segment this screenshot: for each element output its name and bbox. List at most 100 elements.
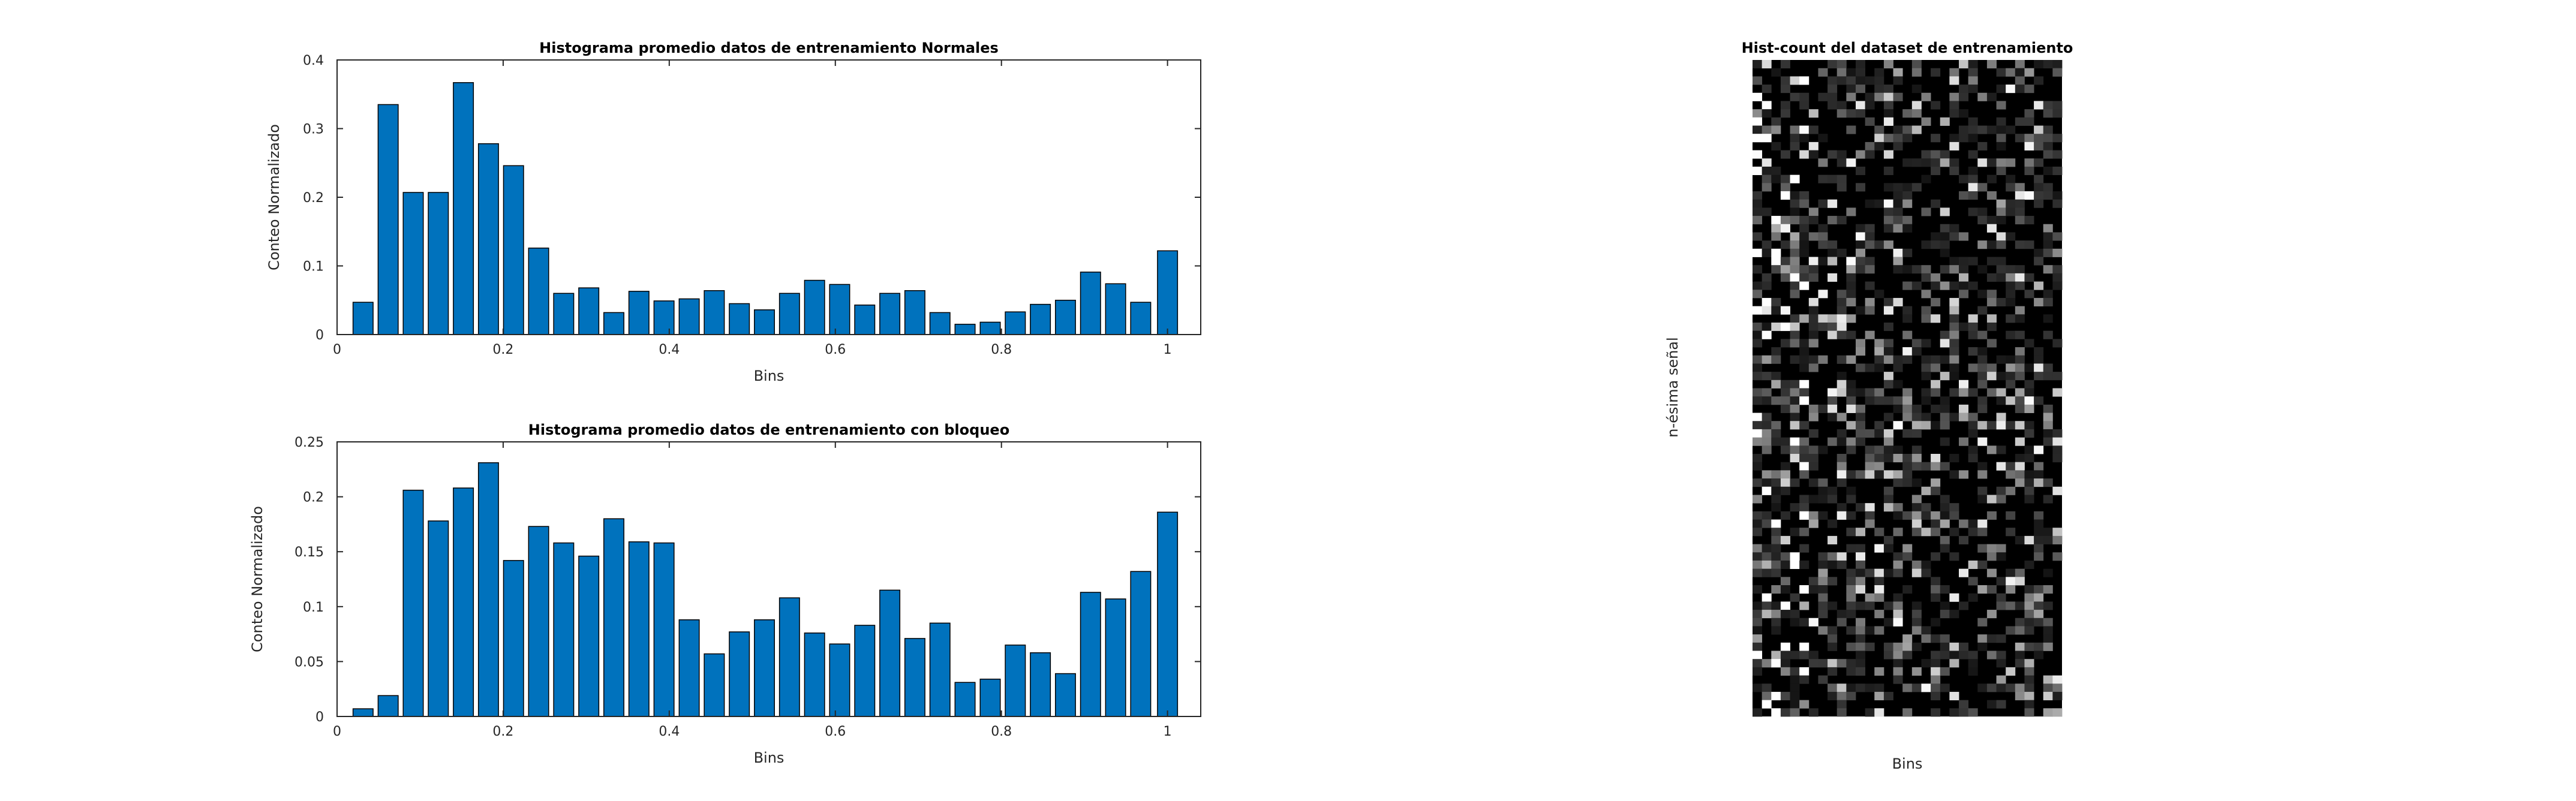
heatmap-cell bbox=[1874, 568, 1884, 577]
heatmap-cell bbox=[1959, 174, 1969, 183]
heatmap-cell bbox=[1921, 626, 1931, 635]
heatmap-cell bbox=[1818, 610, 1828, 619]
heatmap-cell bbox=[2034, 544, 2044, 553]
c1-bar bbox=[954, 324, 976, 335]
heatmap-cell bbox=[2043, 634, 2053, 643]
heatmap-cell bbox=[1959, 412, 1969, 421]
c2-bar bbox=[477, 462, 499, 717]
c2-bar bbox=[1105, 598, 1126, 717]
heatmap-cell bbox=[1856, 60, 1866, 69]
heatmap-cell bbox=[1790, 691, 1800, 701]
c1-bar bbox=[628, 291, 650, 335]
heatmap-cell bbox=[1949, 306, 1959, 315]
heatmap-cell bbox=[1808, 404, 1818, 413]
heatmap-cell bbox=[1780, 667, 1790, 676]
c2-bar bbox=[804, 633, 825, 717]
c1-xtick-label: 0 bbox=[333, 342, 341, 357]
heatmap-cell bbox=[1753, 478, 1763, 487]
heatmap-cell bbox=[1940, 421, 1950, 430]
heatmap-cell bbox=[1856, 265, 1866, 274]
heatmap-cell bbox=[1836, 560, 1847, 570]
heatmap-cell bbox=[1996, 158, 2006, 167]
heatmap-cell bbox=[1836, 412, 1847, 421]
heatmap-cell bbox=[1874, 388, 1884, 397]
heatmap-cell bbox=[1856, 421, 1866, 430]
heatmap-cell bbox=[1836, 552, 1847, 561]
heatmap-cell bbox=[2006, 601, 2016, 610]
heatmap-cell bbox=[1799, 445, 1809, 454]
heatmap-cell bbox=[1753, 495, 1763, 504]
heatmap-cell bbox=[1865, 297, 1875, 307]
heatmap-cell bbox=[1762, 519, 1772, 528]
heatmap-cell bbox=[1827, 101, 1838, 110]
heatmap-cell bbox=[1883, 109, 1893, 118]
heatmap-cell bbox=[1753, 667, 1763, 676]
heatmap-cell bbox=[1921, 265, 1931, 274]
heatmap-cell bbox=[1780, 404, 1790, 413]
heatmap-cell bbox=[1827, 404, 1838, 413]
heatmap-cell bbox=[2043, 297, 2053, 307]
heatmap-cell bbox=[1968, 85, 1978, 94]
heatmap-cell bbox=[1780, 560, 1790, 570]
heatmap-cell bbox=[2006, 462, 2016, 471]
heatmap-cell bbox=[2024, 109, 2034, 118]
heatmap-cell bbox=[1996, 265, 2006, 274]
heatmap-cell bbox=[2052, 68, 2063, 77]
heatmap-cell bbox=[1883, 150, 1893, 159]
heatmap-cell bbox=[1799, 76, 1809, 85]
heatmap-cell bbox=[1902, 125, 1913, 134]
c1-bar bbox=[1157, 250, 1179, 335]
c1-bar bbox=[1005, 311, 1026, 335]
heatmap-cell bbox=[1968, 659, 1978, 668]
heatmap-cell bbox=[2006, 125, 2016, 134]
heatmap-cell bbox=[2024, 158, 2034, 167]
heatmap-cell bbox=[1856, 683, 1866, 692]
heatmap-cell bbox=[2024, 396, 2034, 405]
heatmap-cell bbox=[2034, 141, 2044, 150]
heatmap-cell bbox=[1921, 421, 1931, 430]
heatmap-cell bbox=[2024, 683, 2034, 692]
heatmap-cell bbox=[1977, 486, 1988, 495]
heatmap-cell bbox=[2006, 158, 2016, 167]
heatmap-cell bbox=[1977, 355, 1988, 364]
heatmap-cell bbox=[1771, 232, 1781, 241]
heatmap-cell bbox=[1959, 470, 1969, 479]
heatmap-cell bbox=[1874, 76, 1884, 85]
heatmap-cell bbox=[1949, 610, 1959, 619]
heatmap-cell bbox=[1846, 158, 1856, 167]
c1-bar bbox=[778, 293, 800, 335]
heatmap-cell bbox=[2052, 273, 2063, 282]
heatmap-cell bbox=[1827, 216, 1838, 225]
heatmap-cell bbox=[2006, 470, 2016, 479]
heatmap-cell bbox=[1940, 232, 1950, 241]
heatmap-cell bbox=[1959, 601, 1969, 610]
heatmap-cell bbox=[1780, 708, 1790, 717]
heatmap-cell bbox=[2015, 216, 2025, 225]
heatmap-cell bbox=[2034, 593, 2044, 602]
heatmap-cell bbox=[1940, 437, 1950, 446]
heatmap-cell bbox=[1799, 585, 1809, 594]
heatmap-cell bbox=[2043, 691, 2053, 701]
heatmap-cell bbox=[1986, 297, 1997, 307]
heatmap-cell bbox=[1931, 659, 1941, 668]
heatmap-cell bbox=[2024, 535, 2034, 544]
heatmap-cell bbox=[1959, 535, 1969, 544]
heatmap-cell bbox=[1856, 363, 1866, 372]
heatmap-cell bbox=[1846, 437, 1856, 446]
heatmap-cell bbox=[2043, 683, 2053, 692]
c1-xtick-label: 1 bbox=[1164, 342, 1172, 357]
heatmap-cell bbox=[1827, 519, 1838, 528]
heatmap-cell bbox=[1911, 125, 1922, 134]
heatmap-cell bbox=[1921, 174, 1931, 183]
heatmap-cell bbox=[1780, 240, 1790, 249]
heatmap-cell bbox=[1865, 683, 1875, 692]
heatmap-cell bbox=[1856, 503, 1866, 512]
heatmap-cell bbox=[2043, 708, 2053, 717]
heatmap-cell bbox=[1827, 535, 1838, 544]
heatmap-cell bbox=[1959, 290, 1969, 299]
c1-xtick-label: 0.2 bbox=[492, 342, 513, 357]
c2-bar bbox=[352, 708, 374, 717]
heatmap-cell bbox=[1874, 691, 1884, 701]
heatmap-cell bbox=[1940, 404, 1950, 413]
heatmap-cell bbox=[1827, 683, 1838, 692]
